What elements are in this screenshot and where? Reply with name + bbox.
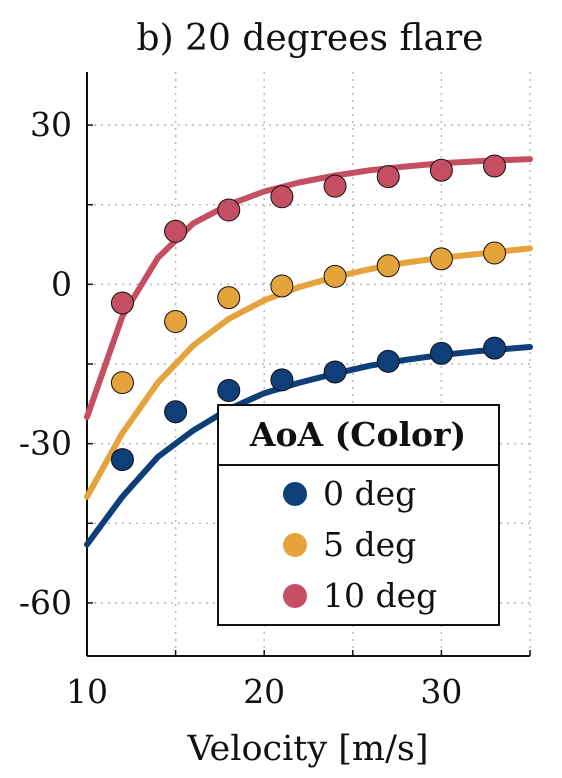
data-point-0 [270, 368, 294, 392]
legend-marker-1 [283, 533, 307, 557]
legend-marker-2 [283, 584, 307, 608]
chart-title: b) 20 degrees flare [137, 18, 484, 59]
legend: AoA (Color) 0 deg 5 deg 10 deg [217, 404, 500, 626]
data-point-1 [483, 241, 507, 265]
data-point-0 [110, 448, 134, 472]
data-point-0 [323, 360, 347, 384]
legend-label-0: 0 deg [323, 474, 416, 513]
legend-marker-0 [283, 482, 307, 506]
legend-box [217, 404, 500, 626]
y-tick-label: 30 [30, 105, 72, 144]
x-tick-label: 30 [420, 672, 462, 711]
data-point-0 [164, 400, 188, 424]
data-point-2 [483, 154, 507, 178]
data-point-1 [429, 247, 453, 271]
data-point-1 [323, 264, 347, 288]
data-point-1 [217, 286, 241, 310]
data-point-0 [217, 379, 241, 403]
data-point-2 [323, 174, 347, 198]
data-point-1 [376, 254, 400, 278]
x-tick-label: 10 [66, 672, 108, 711]
data-point-0 [429, 341, 453, 365]
ticks: 10 20 30 30 0 -30 -60 [19, 105, 463, 711]
legend-label-2: 10 deg [323, 576, 437, 615]
y-tick-label: -30 [19, 424, 72, 463]
data-point-2 [376, 165, 400, 189]
data-point-2 [217, 198, 241, 222]
y-tick-label: -60 [19, 583, 72, 622]
data-point-0 [483, 336, 507, 360]
legend-title: AoA (Color) [249, 415, 466, 454]
data-point-2 [110, 291, 134, 315]
data-point-2 [429, 158, 453, 182]
data-point-2 [270, 185, 294, 209]
data-point-1 [270, 274, 294, 298]
legend-label-1: 5 deg [323, 525, 416, 564]
x-tick-label: 20 [243, 672, 285, 711]
y-tick-label: 0 [51, 264, 72, 303]
x-axis-label: Velocity [m/s] [186, 729, 428, 769]
data-point-0 [376, 349, 400, 373]
data-point-1 [110, 371, 134, 395]
data-point-1 [164, 310, 188, 334]
axes [86, 72, 531, 657]
data-points [110, 154, 507, 472]
data-point-2 [164, 219, 188, 243]
